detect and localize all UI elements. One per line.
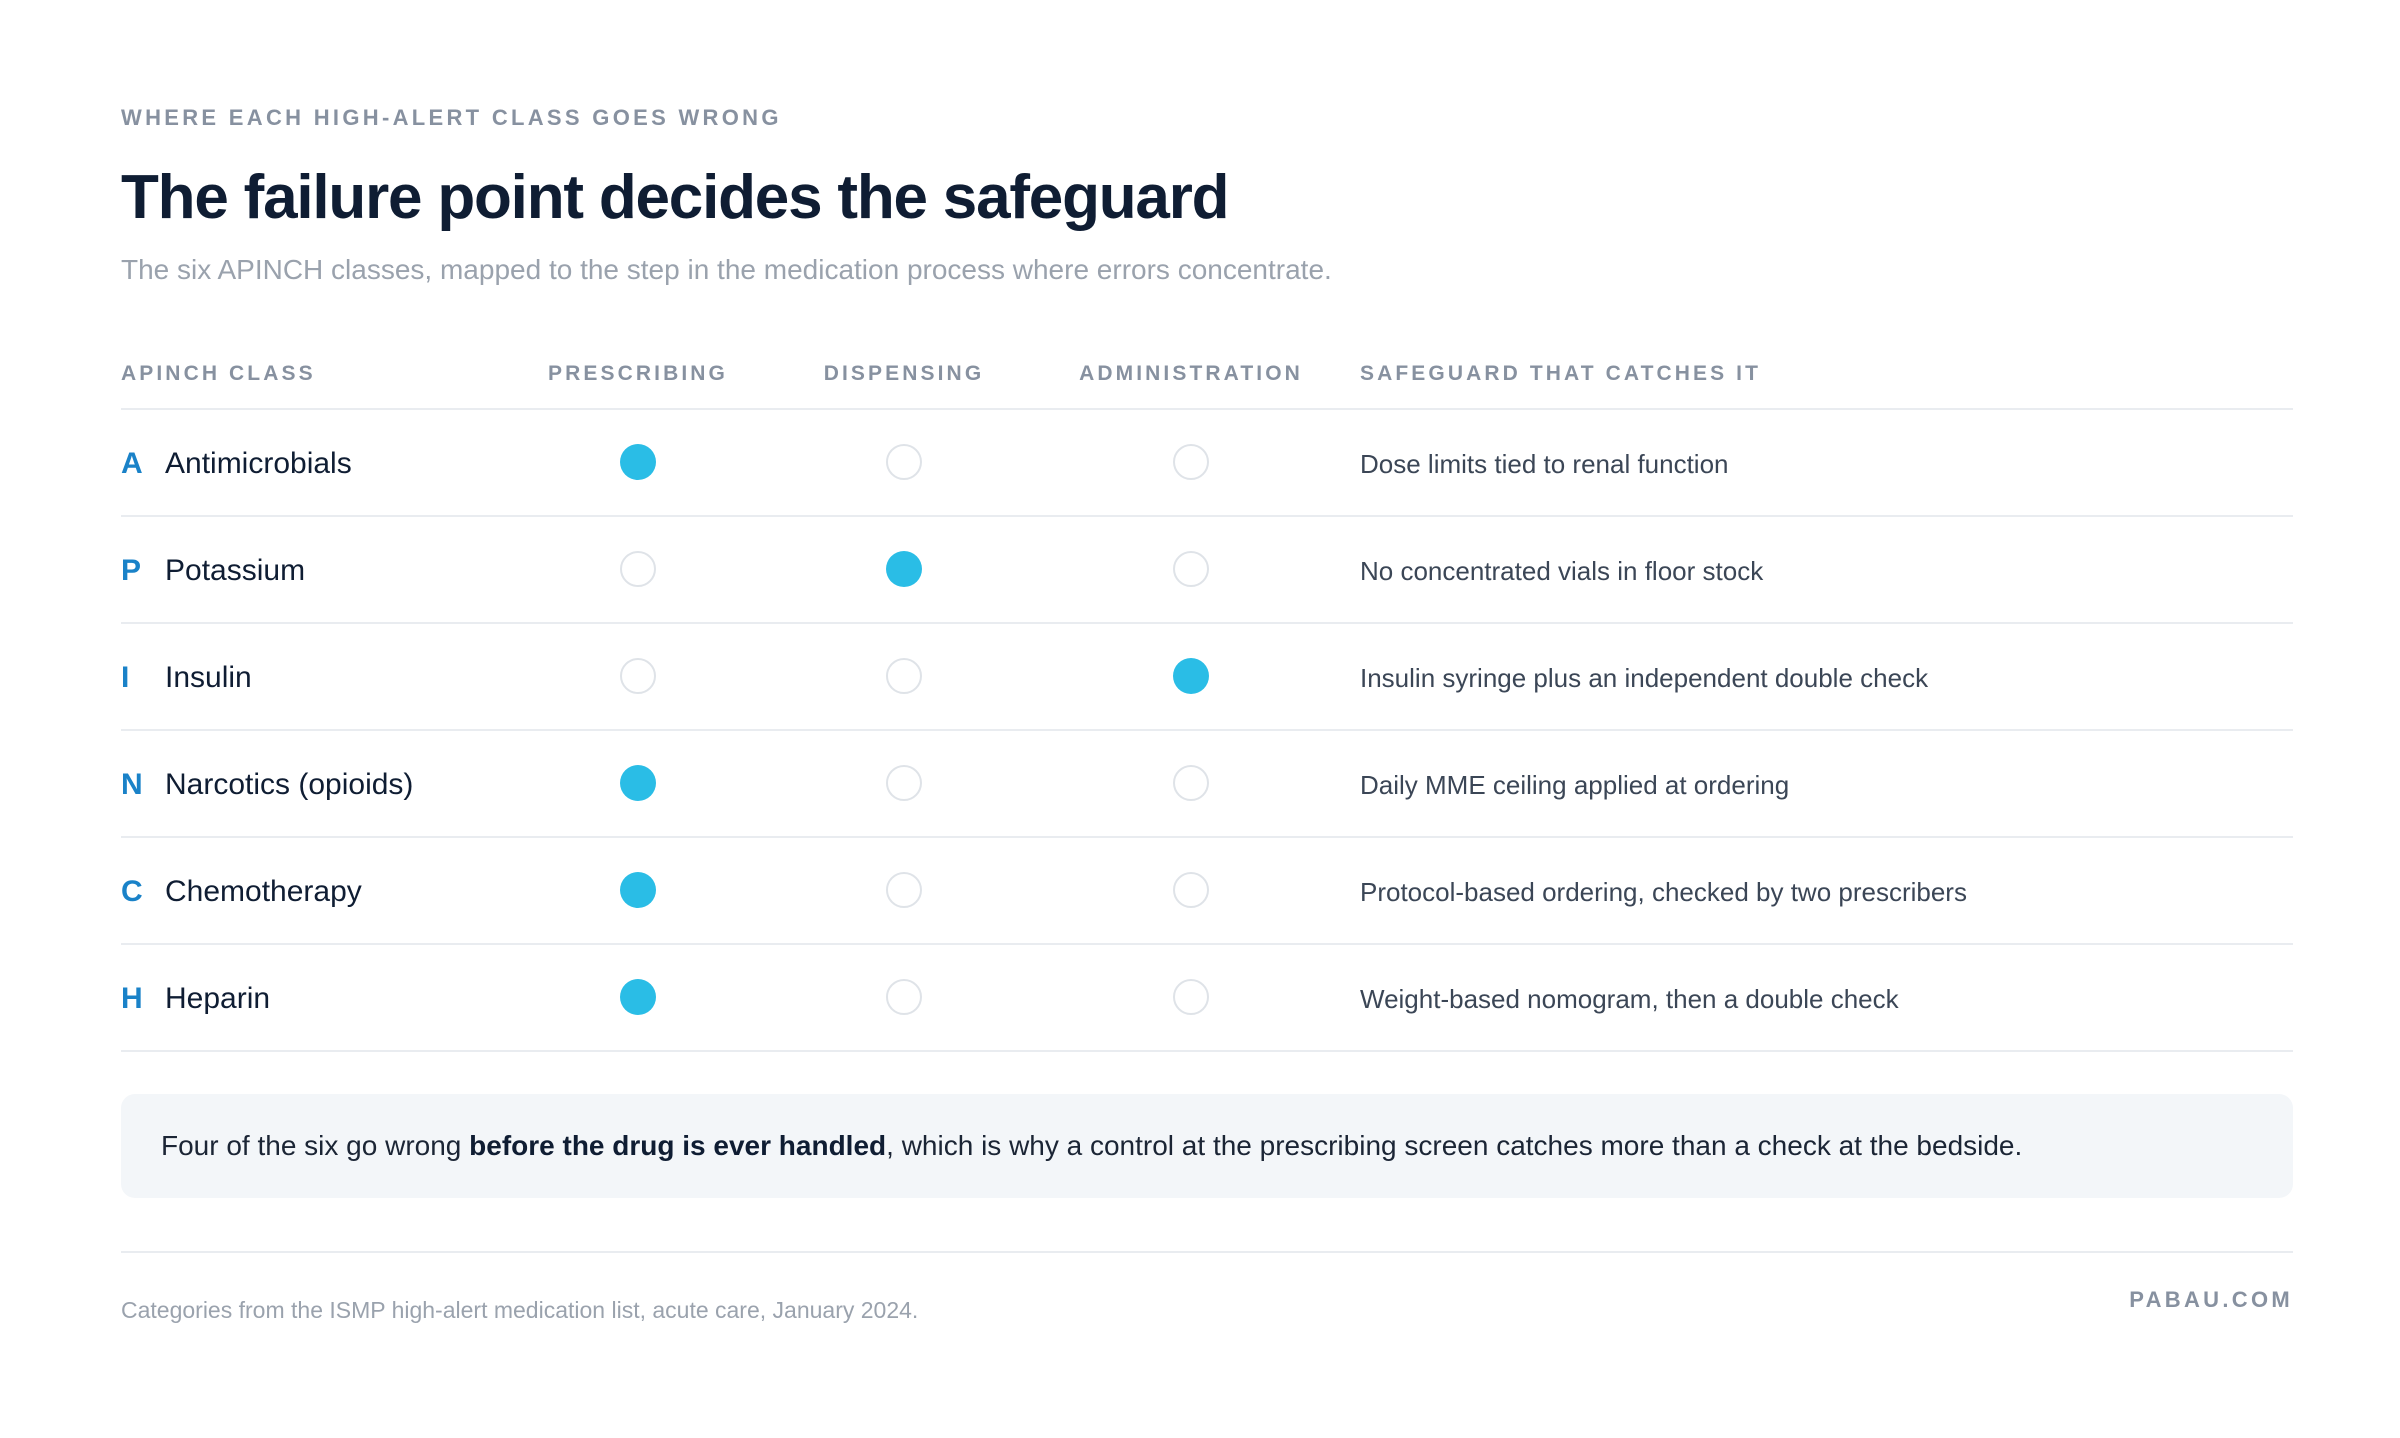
prescribing-dot xyxy=(620,765,656,801)
safeguard-text: Dose limits tied to renal function xyxy=(1360,449,1729,479)
class-letter: P xyxy=(121,554,142,587)
prescribing-dot xyxy=(620,658,656,694)
safeguard-text: Daily MME ceiling applied at ordering xyxy=(1360,770,1790,800)
column-header-class: APINCH CLASS xyxy=(121,362,316,385)
administration-dot xyxy=(1173,658,1209,694)
page-subtitle: The six APINCH classes, mapped to the st… xyxy=(121,254,1332,285)
callout-lead: Four of the six go wrong xyxy=(161,1130,470,1161)
summary-callout: Four of the six go wrong before the drug… xyxy=(121,1094,2293,1198)
administration-dot xyxy=(1173,872,1209,908)
class-name: Antimicrobials xyxy=(165,447,352,480)
class-name: Chemotherapy xyxy=(165,875,362,908)
dispensing-dot xyxy=(886,658,922,694)
eyebrow: WHERE EACH HIGH-ALERT CLASS GOES WRONG xyxy=(121,105,782,130)
safeguard-text: Insulin syringe plus an independent doub… xyxy=(1360,663,1929,693)
dispensing-dot xyxy=(886,444,922,480)
callout-emphasis: before the drug is ever handled xyxy=(469,1130,887,1161)
prescribing-dot xyxy=(620,551,656,587)
class-name: Potassium xyxy=(165,554,306,587)
table-row: A Antimicrobials Dose limits tied to ren… xyxy=(121,410,2293,517)
prescribing-dot xyxy=(620,979,656,1015)
administration-dot xyxy=(1173,979,1209,1015)
column-header-safeguard: SAFEGUARD THAT CATCHES IT xyxy=(1360,362,1762,385)
table-header: APINCH CLASS PRESCRIBING DISPENSING ADMI… xyxy=(121,346,2293,410)
footer-divider xyxy=(121,1251,2293,1253)
source-note: Categories from the ISMP high-alert medi… xyxy=(121,1297,919,1323)
dispensing-dot xyxy=(886,979,922,1015)
administration-dot xyxy=(1173,444,1209,480)
table-row: I Insulin Insulin syringe plus an indepe… xyxy=(121,624,2293,731)
table-row: H Heparin Weight-based nomogram, then a … xyxy=(121,945,2293,1052)
callout-tail: , which is why a control at the prescrib… xyxy=(886,1130,2023,1161)
class-name: Insulin xyxy=(165,661,252,694)
prescribing-dot xyxy=(620,872,656,908)
administration-dot xyxy=(1173,765,1209,801)
dispensing-dot xyxy=(886,872,922,908)
column-header-prescribing: PRESCRIBING xyxy=(548,362,728,385)
safeguard-text: No concentrated vials in floor stock xyxy=(1360,556,1764,586)
apinch-table: APINCH CLASS PRESCRIBING DISPENSING ADMI… xyxy=(121,346,2293,1052)
administration-dot xyxy=(1173,551,1209,587)
column-header-administration: ADMINISTRATION xyxy=(1079,362,1303,385)
table-row: N Narcotics (opioids) Daily MME ceiling … xyxy=(121,731,2293,838)
page-title: The failure point decides the safeguard xyxy=(121,163,1230,232)
safeguard-text: Weight-based nomogram, then a double che… xyxy=(1360,984,1899,1014)
class-letter: N xyxy=(121,768,143,801)
class-name: Narcotics (opioids) xyxy=(165,768,414,801)
class-letter: C xyxy=(121,875,143,908)
dispensing-dot xyxy=(886,551,922,587)
safeguard-text: Protocol-based ordering, checked by two … xyxy=(1360,877,1967,907)
class-name: Heparin xyxy=(165,982,271,1015)
table-row: P Potassium No concentrated vials in flo… xyxy=(121,517,2293,624)
column-header-dispensing: DISPENSING xyxy=(823,362,985,385)
brand-mark: PABAU.COM xyxy=(2129,1287,2293,1312)
prescribing-dot xyxy=(620,444,656,480)
dispensing-dot xyxy=(886,765,922,801)
class-letter: H xyxy=(121,982,143,1015)
table-row: C Chemotherapy Protocol-based ordering, … xyxy=(121,838,2293,945)
class-letter: I xyxy=(121,661,130,694)
class-letter: A xyxy=(121,447,143,480)
